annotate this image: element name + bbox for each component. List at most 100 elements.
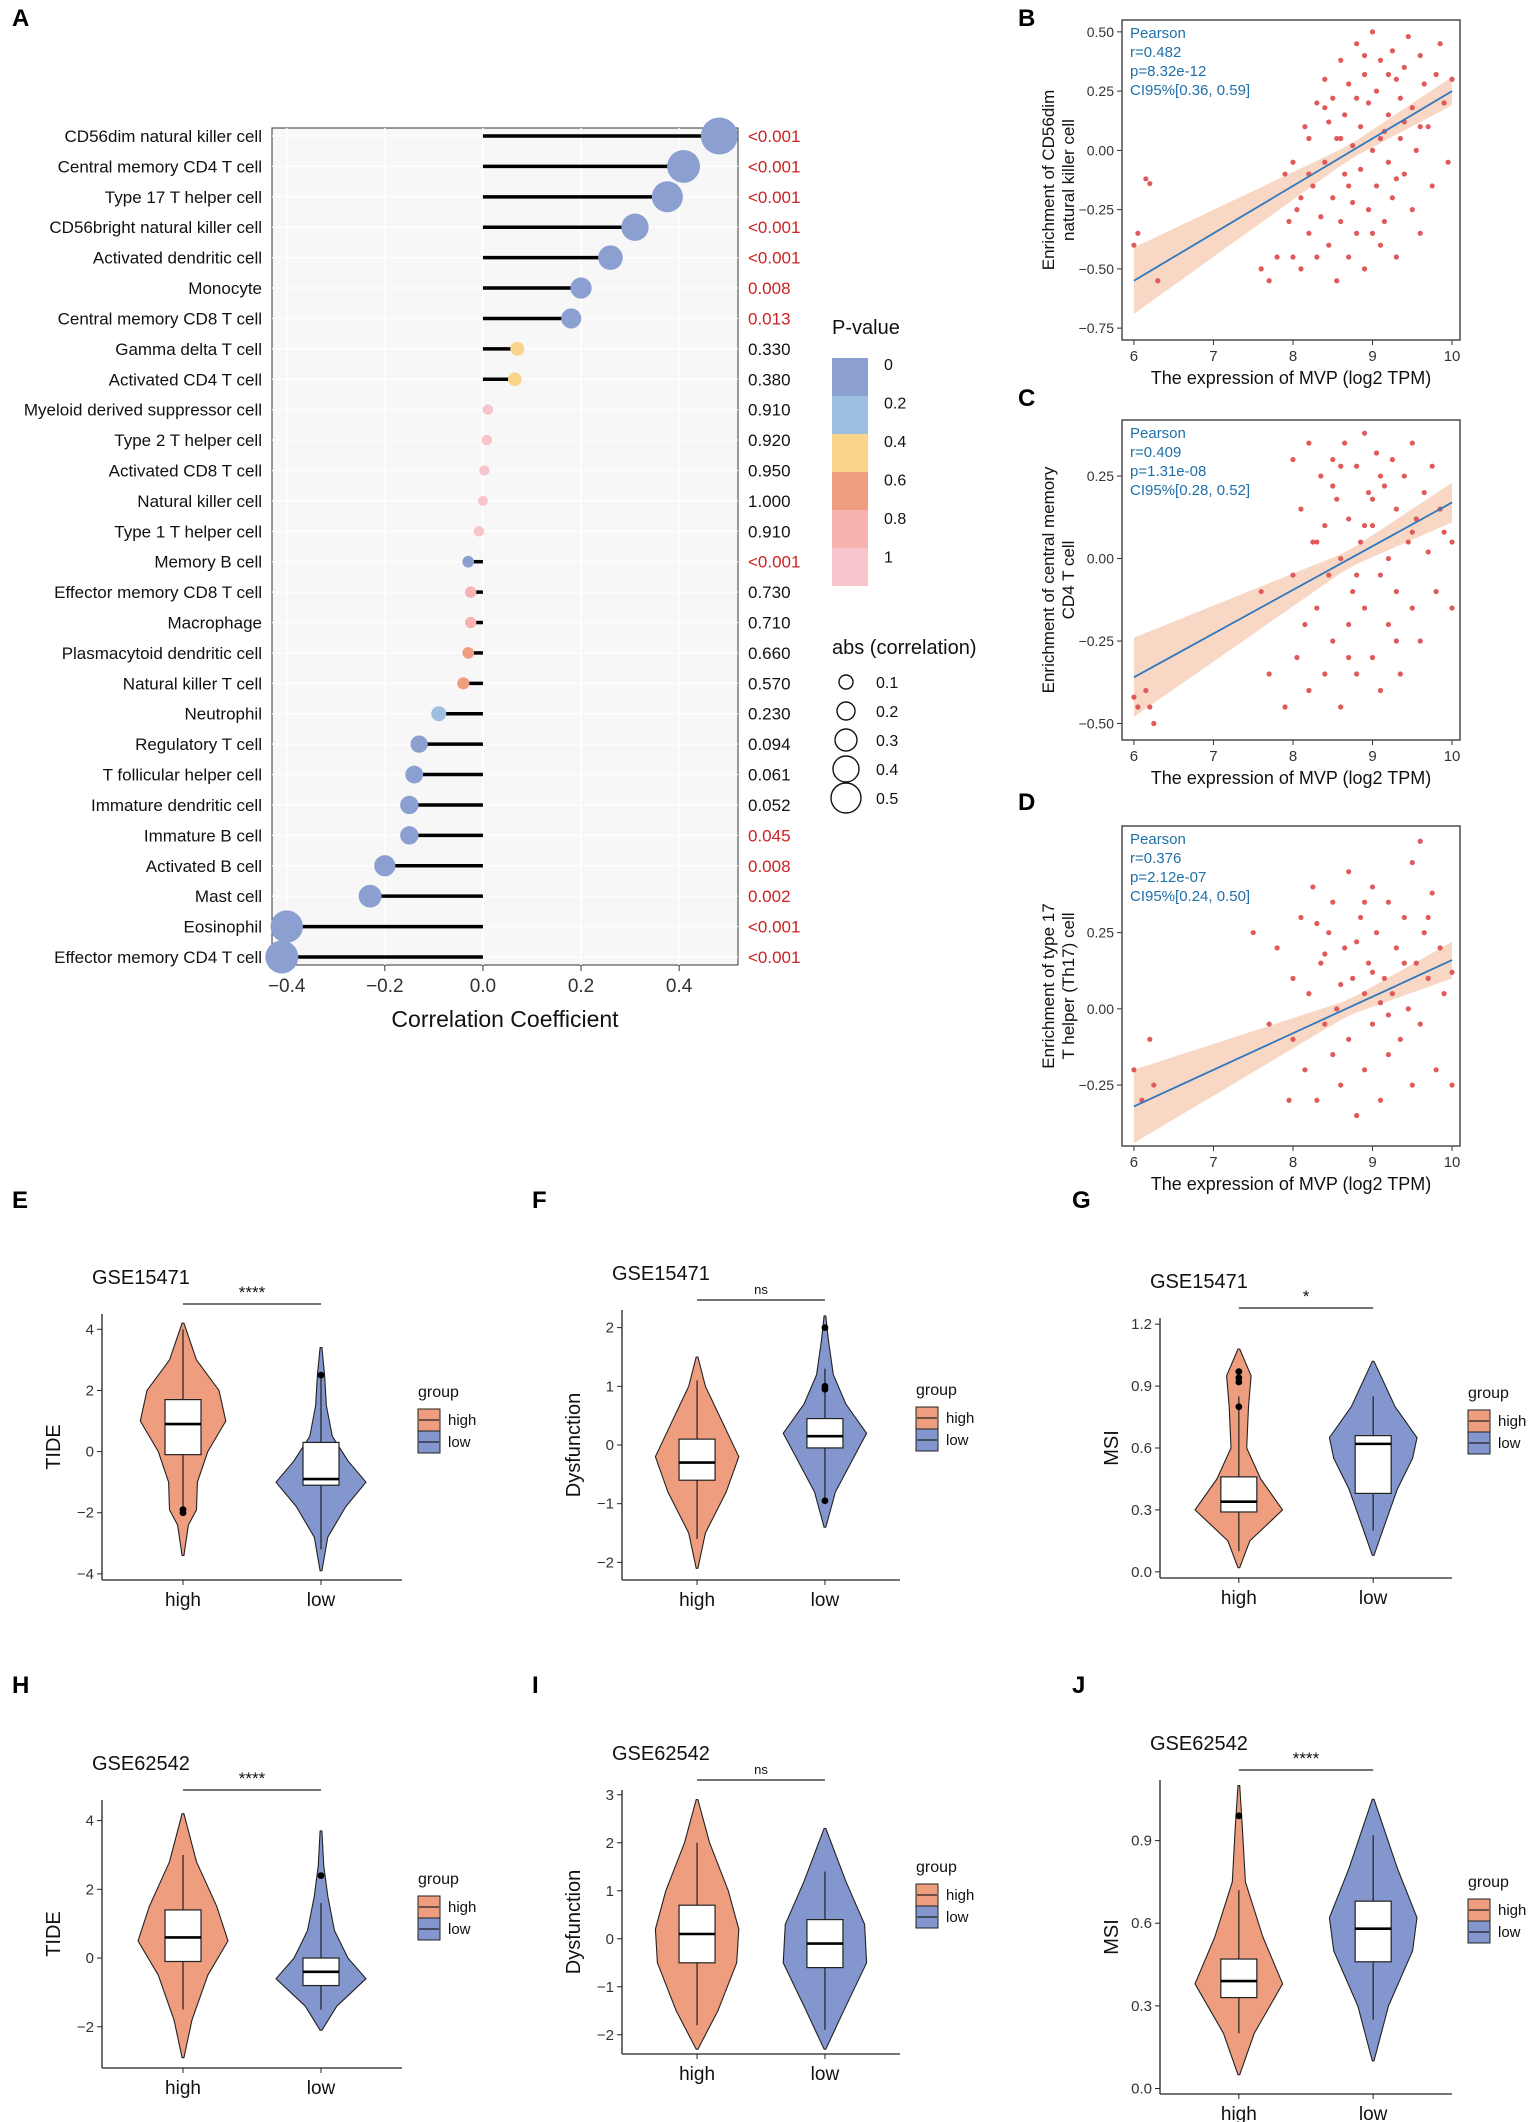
- pearson-annotation: r=0.482: [1130, 44, 1181, 61]
- lollipop-dot: [477, 495, 488, 506]
- scatter-point: [1354, 41, 1360, 47]
- p-value-label: <0.001: [748, 127, 800, 146]
- lollipop-dot: [570, 277, 592, 299]
- legend-size-label: 0.1: [876, 675, 898, 692]
- regression-line: [1133, 90, 1453, 282]
- outlier-point: [1235, 1368, 1243, 1376]
- legend-color-swatch: [832, 510, 868, 548]
- pearson-annotation: CI95%[0.24, 0.50]: [1130, 888, 1250, 905]
- scatter-point: [1310, 884, 1316, 890]
- legend-size-circle: [832, 755, 860, 783]
- scatter-point: [1369, 969, 1376, 975]
- y-tick-label: 3: [606, 1787, 614, 1804]
- scatter-point: [1389, 456, 1395, 463]
- scatter-point: [1361, 899, 1368, 905]
- legend-size-label: 0.3: [876, 733, 898, 750]
- lollipop-dot: [270, 910, 303, 943]
- y-tick-label: −0.25: [1079, 202, 1115, 218]
- scatter-point: [1318, 214, 1324, 220]
- scatter-point: [1330, 195, 1336, 201]
- scatter-point: [1385, 112, 1392, 118]
- chart-title: GSE62542: [612, 1743, 710, 1765]
- box: [1354, 1435, 1392, 1494]
- scatter-point: [1361, 1067, 1368, 1073]
- scatter-point: [1310, 183, 1316, 189]
- y-tick-label: 0.3: [1131, 1502, 1152, 1519]
- scatter-point: [1354, 230, 1360, 236]
- scatter-point: [1361, 605, 1368, 611]
- lollipop-dot: [667, 149, 701, 183]
- p-value-label: <0.001: [748, 157, 800, 176]
- scatter-point: [1354, 939, 1360, 945]
- scatter-point: [1290, 159, 1296, 165]
- x-tick-label: 10: [1444, 748, 1461, 765]
- scatter-chart-c: 6 7 8 9 10 −0.50 −0.25 0.00 0.25 The expression o…: [1039, 419, 1461, 788]
- x-tick-label: 8: [1289, 748, 1297, 765]
- scatter-point: [1131, 1067, 1137, 1073]
- panel-label-h: H: [12, 1672, 29, 1699]
- scatter-point: [1369, 147, 1376, 153]
- pearson-annotation: Pearson: [1130, 831, 1186, 848]
- y-axis-label-line: CD4 T cell: [1059, 541, 1078, 620]
- scatter-point: [1338, 57, 1344, 63]
- violin-chart-f: −2 −1 0 1 2 high low Dysfunction GSE15471 ns group…: [563, 1263, 974, 1611]
- x-tick-label: 9: [1368, 1154, 1376, 1171]
- cell-type-label: Type 17 T helper cell: [105, 188, 262, 207]
- box: [1354, 1900, 1392, 1963]
- x-axis-label: The expression of MVP (log2 TPM): [1151, 768, 1431, 788]
- scatter-point: [1369, 1021, 1376, 1027]
- plot-frame: [1121, 19, 1461, 341]
- lollipop-dot: [598, 245, 623, 270]
- cell-type-label: CD56dim natural killer cell: [65, 127, 262, 146]
- legend-size-circle: [836, 701, 856, 721]
- scatter-point: [1306, 230, 1312, 236]
- scatter-point: [1346, 621, 1352, 628]
- legend-title: group: [916, 1859, 957, 1876]
- lollipop-dot: [431, 706, 447, 722]
- scatter-point: [1381, 218, 1388, 225]
- scatter-point: [1346, 183, 1352, 189]
- legend-p-label: 0.4: [884, 434, 906, 451]
- scatter-point: [1350, 199, 1356, 206]
- scatter-point: [1282, 704, 1288, 710]
- scatter-point: [1429, 890, 1435, 896]
- scatter-point: [1306, 135, 1312, 142]
- scatter-point: [1377, 1097, 1384, 1103]
- scatter-point: [1342, 112, 1348, 118]
- pearson-annotation: p=8.32e-12: [1130, 63, 1206, 80]
- y-axis-label-line: Enrichment of central memory: [1039, 466, 1058, 693]
- outlier-point: [1235, 1812, 1243, 1820]
- y-tick-label: 0.25: [1087, 468, 1114, 484]
- y-tick-label: 1.2: [1131, 1316, 1152, 1333]
- scatter-point: [1381, 483, 1388, 489]
- y-tick-label: 0: [86, 1444, 94, 1461]
- scatter-point: [1377, 57, 1384, 63]
- scatter-point: [1441, 529, 1447, 535]
- scatter-point: [1409, 859, 1415, 866]
- scatter-point: [1286, 218, 1292, 225]
- scatter-point: [1357, 124, 1364, 130]
- cell-type-label: Type 2 T helper cell: [114, 431, 262, 450]
- scatter-point: [1147, 1036, 1153, 1042]
- x-tick-label: −0.4: [268, 976, 306, 997]
- scatter-point: [1361, 991, 1368, 997]
- p-value-label: 0.002: [748, 887, 791, 906]
- pearson-annotation: r=0.376: [1130, 850, 1181, 867]
- scatter-point: [1409, 440, 1415, 446]
- x-tick-label: 0.0: [470, 976, 496, 997]
- p-value-label: 0.094: [748, 735, 791, 754]
- lollipop-dot: [651, 181, 683, 213]
- lollipop-dot: [473, 526, 485, 537]
- outlier-point: [1235, 1403, 1243, 1411]
- p-value-label: 0.710: [748, 614, 791, 633]
- x-axis-label: The expression of MVP (log2 TPM): [1151, 368, 1431, 388]
- scatter-point: [1421, 489, 1427, 496]
- y-axis-label: Enrichment of central memoryCD4 T cell: [1039, 466, 1078, 693]
- cell-type-label: Effector memory CD8 T cell: [54, 583, 262, 602]
- p-value-label: 0.660: [748, 644, 791, 663]
- confidence-band: [1133, 941, 1452, 1143]
- y-axis-label: TIDE: [43, 1424, 65, 1470]
- y-tick-label: −0.25: [1079, 1077, 1115, 1093]
- y-tick-label: 0: [606, 1437, 614, 1454]
- panel-label-b: B: [1018, 5, 1035, 32]
